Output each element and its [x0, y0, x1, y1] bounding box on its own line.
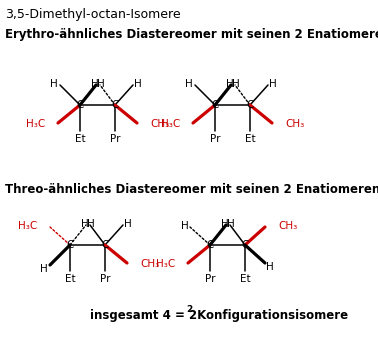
Text: H: H	[81, 219, 89, 229]
Text: H₃C: H₃C	[18, 221, 37, 231]
Text: H: H	[232, 79, 240, 89]
Text: H: H	[87, 219, 95, 229]
Text: Pr: Pr	[205, 274, 215, 284]
Text: Pr: Pr	[110, 134, 120, 144]
Text: H: H	[181, 221, 189, 231]
Text: C: C	[66, 240, 74, 250]
Text: insgesamt 4 = 2: insgesamt 4 = 2	[90, 308, 197, 322]
Text: CH₃: CH₃	[140, 259, 159, 269]
Text: Threo-ähnliches Diastereomer mit seinen 2 Enatiomeren: Threo-ähnliches Diastereomer mit seinen …	[5, 183, 378, 196]
Text: C: C	[241, 240, 249, 250]
Text: 2: 2	[186, 306, 192, 315]
Text: Pr: Pr	[210, 134, 220, 144]
Text: H: H	[266, 262, 274, 272]
Text: 3,5-Dimethyl-octan-Isomere: 3,5-Dimethyl-octan-Isomere	[5, 8, 181, 21]
Text: Et: Et	[65, 274, 75, 284]
Text: H: H	[124, 219, 132, 229]
Text: H₃C: H₃C	[156, 259, 175, 269]
Text: Et: Et	[245, 134, 255, 144]
Text: H₃C: H₃C	[161, 119, 180, 129]
Text: CH₃: CH₃	[150, 119, 169, 129]
Text: CH₃: CH₃	[285, 119, 304, 129]
Text: Et: Et	[240, 274, 250, 284]
Text: H: H	[221, 219, 229, 229]
Text: C: C	[206, 240, 214, 250]
Text: H: H	[226, 79, 234, 89]
Text: H: H	[91, 79, 99, 89]
Text: H: H	[50, 79, 58, 89]
Text: H: H	[269, 79, 277, 89]
Text: H: H	[185, 79, 193, 89]
Text: CH₃: CH₃	[278, 221, 297, 231]
Text: C: C	[76, 100, 84, 110]
Text: H: H	[134, 79, 142, 89]
Text: Et: Et	[75, 134, 85, 144]
Text: C: C	[211, 100, 219, 110]
Text: Erythro-ähnliches Diastereomer mit seinen 2 Enatiomeren: Erythro-ähnliches Diastereomer mit seine…	[5, 28, 378, 41]
Text: Pr: Pr	[100, 274, 110, 284]
Text: C: C	[101, 240, 109, 250]
Text: H: H	[97, 79, 105, 89]
Text: H₃C: H₃C	[26, 119, 45, 129]
Text: H: H	[227, 219, 235, 229]
Text: C: C	[111, 100, 119, 110]
Text: Konfigurationsisomere: Konfigurationsisomere	[193, 308, 348, 322]
Text: H: H	[40, 264, 48, 274]
Text: C: C	[246, 100, 254, 110]
